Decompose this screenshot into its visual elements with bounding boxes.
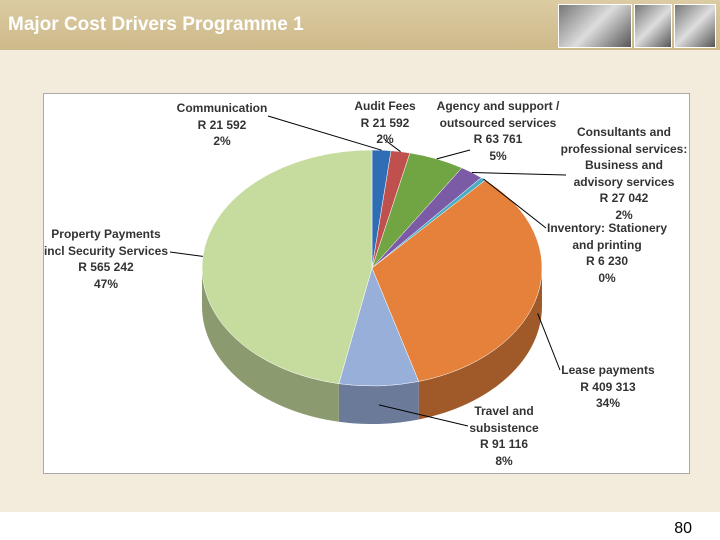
- page-number: 80: [674, 520, 692, 537]
- slice-side: [202, 268, 339, 422]
- value-label: R 91 116: [479, 437, 529, 451]
- data-label: Lease payments R 409 313 34%: [553, 362, 663, 412]
- slice-side: [418, 268, 542, 420]
- slice-name: Travel and subsistence: [469, 404, 539, 435]
- leader-line: [537, 313, 561, 371]
- slice-name: Audit Fees: [354, 99, 416, 113]
- value-label: 2%: [615, 207, 633, 222]
- value-label: 34%: [595, 396, 621, 410]
- leader-line: [483, 178, 547, 229]
- header-photo: [558, 4, 632, 48]
- value-label: R 27 042: [599, 191, 649, 205]
- leader-line: [267, 115, 382, 151]
- data-label: Agency and support / outsourced services…: [436, 98, 561, 164]
- data-label: Communication R 21 592 2%: [167, 100, 277, 150]
- leader-line: [169, 251, 203, 257]
- value-label: 8%: [495, 453, 513, 468]
- footer-band: [0, 512, 720, 540]
- slice-name: Communication: [176, 101, 268, 115]
- value-label: 5%: [489, 148, 507, 163]
- value-label: R 21 592: [197, 117, 247, 132]
- value-label: R 63 761: [473, 132, 523, 146]
- slice-name: Lease payments: [561, 363, 655, 377]
- leader-line: [471, 171, 567, 176]
- slice: [371, 179, 543, 382]
- leader-line: [378, 404, 469, 427]
- slide-title: Major Cost Drivers Programme 1: [8, 14, 304, 35]
- data-label: Travel and subsistence R 91 116 8%: [459, 403, 549, 469]
- data-label: Audit Fees R 21 592 2%: [345, 98, 425, 148]
- value-label: 0%: [598, 270, 616, 285]
- value-label: R 6 230: [585, 254, 629, 268]
- data-label: Inventory: Stationery and printing R 6 23…: [545, 220, 670, 286]
- leader-line: [436, 149, 471, 160]
- slice: [201, 149, 373, 385]
- slice-name: Inventory: Stationery and printing: [546, 221, 668, 252]
- slice-name: Agency and support / outsourced services: [436, 99, 560, 130]
- value-label: 2%: [376, 132, 394, 146]
- value-label: R 565 242: [78, 260, 134, 274]
- data-label: Consultants and professional services: B…: [559, 124, 689, 223]
- header-photo: [674, 4, 716, 48]
- slice-name: Property Payments incl Security Services: [43, 227, 169, 258]
- value-label: 2%: [213, 134, 231, 148]
- value-label: R 21 592: [360, 115, 410, 130]
- value-label: R 409 313: [580, 379, 636, 394]
- slice-side: [338, 381, 419, 424]
- slice-name: Consultants and professional services: B…: [560, 125, 688, 189]
- data-label: Property Payments incl Security Services…: [44, 226, 169, 292]
- leader-line: [384, 139, 401, 153]
- value-label: 47%: [93, 276, 119, 291]
- header-photo: [634, 4, 672, 48]
